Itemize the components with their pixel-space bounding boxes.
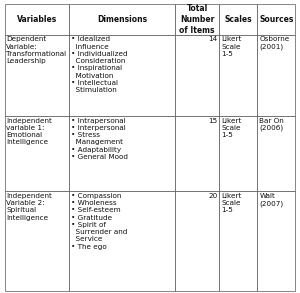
Bar — [219, 116, 257, 191]
Text: Bar On
(2006): Bar On (2006) — [259, 118, 284, 131]
Bar — [4, 191, 69, 291]
Bar — [69, 116, 175, 191]
Text: Variables: Variables — [16, 15, 57, 24]
Bar — [219, 35, 257, 116]
Text: Sources: Sources — [259, 15, 294, 24]
Text: Independent
Variable 2:
Spiritual
Intelligence: Independent Variable 2: Spiritual Intell… — [6, 193, 52, 221]
Bar — [175, 191, 219, 291]
Text: Dependent
Variable:
Transformational
Leadership: Dependent Variable: Transformational Lea… — [6, 36, 66, 64]
Bar — [175, 35, 219, 116]
Bar — [257, 191, 296, 291]
Bar — [175, 116, 219, 191]
Text: 20: 20 — [208, 193, 217, 199]
Text: Likert
Scale
1-5: Likert Scale 1-5 — [221, 36, 242, 57]
Bar — [257, 116, 296, 191]
Bar — [69, 191, 175, 291]
Text: Likert
Scale
1-5: Likert Scale 1-5 — [221, 118, 242, 138]
Bar — [257, 4, 296, 35]
Bar — [219, 191, 257, 291]
Text: 14: 14 — [208, 36, 217, 42]
Text: Scales: Scales — [225, 15, 252, 24]
Text: 15: 15 — [208, 118, 217, 124]
Text: Likert
Scale
1-5: Likert Scale 1-5 — [221, 193, 242, 214]
Text: • Compassion
• Wholeness
• Self-esteem
• Gratitude
• Spirit of
  Surrender and
 : • Compassion • Wholeness • Self-esteem •… — [71, 193, 127, 250]
Bar — [219, 4, 257, 35]
Text: Total
Number
of Items: Total Number of Items — [179, 4, 215, 35]
Bar — [4, 116, 69, 191]
Text: Dimensions: Dimensions — [97, 15, 147, 24]
Bar — [69, 35, 175, 116]
Text: Independent
variable 1:
Emotional
Intelligence: Independent variable 1: Emotional Intell… — [6, 118, 52, 145]
Text: • Intrapersonal
• Interpersonal
• Stress
  Management
• Adaptability
• General M: • Intrapersonal • Interpersonal • Stress… — [71, 118, 128, 160]
Text: Walt
(2007): Walt (2007) — [259, 193, 284, 207]
Bar — [69, 4, 175, 35]
Bar — [175, 4, 219, 35]
Bar — [257, 35, 296, 116]
Bar — [4, 35, 69, 116]
Text: Osborne
(2001): Osborne (2001) — [259, 36, 290, 50]
Text: • Idealized
  Influence
• Individualized
  Consideration
• Inspirational
  Motiv: • Idealized Influence • Individualized C… — [71, 36, 128, 93]
Bar — [4, 4, 69, 35]
